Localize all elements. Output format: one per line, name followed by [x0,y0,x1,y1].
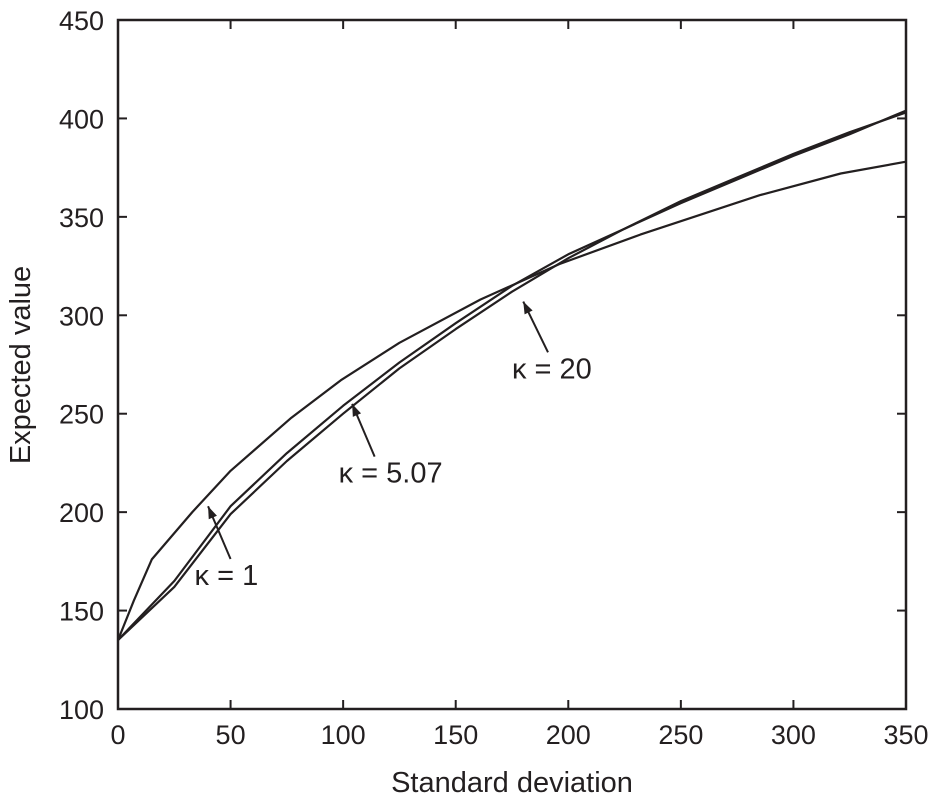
annotation-label: κ = 20 [512,353,592,385]
series-line-3 [117,111,907,641]
y-tick-label: 450 [59,6,104,36]
x-tick-label: 200 [546,720,591,750]
x-tick-label: 100 [321,720,366,750]
plot-frame [116,18,908,711]
annotation-label: κ = 1 [195,560,259,592]
y-tick-label: 100 [59,695,104,725]
arrowhead [523,301,533,315]
series-line-1 [116,160,907,641]
y-axis-label: Expected value [5,266,37,464]
y-tick-label: 300 [59,301,104,331]
y-tick-label: 150 [59,597,104,627]
x-tick-label: 250 [658,720,703,750]
x-tick-label: 150 [433,720,478,750]
y-tick-label: 350 [59,203,104,233]
annotation-label: κ = 5.07 [339,458,443,490]
arrowhead [208,506,217,520]
x-tick-label: 300 [771,720,816,750]
series-line-2 [117,109,907,641]
y-tick-label: 250 [59,400,104,430]
x-tick-label: 350 [883,720,928,750]
x-tick-label: 0 [110,720,125,750]
y-tick-label: 200 [59,498,104,528]
x-axis-label: Standard deviation [391,767,633,799]
arrowhead [352,403,362,417]
x-tick-label: 50 [216,720,246,750]
y-tick-label: 400 [59,104,104,134]
